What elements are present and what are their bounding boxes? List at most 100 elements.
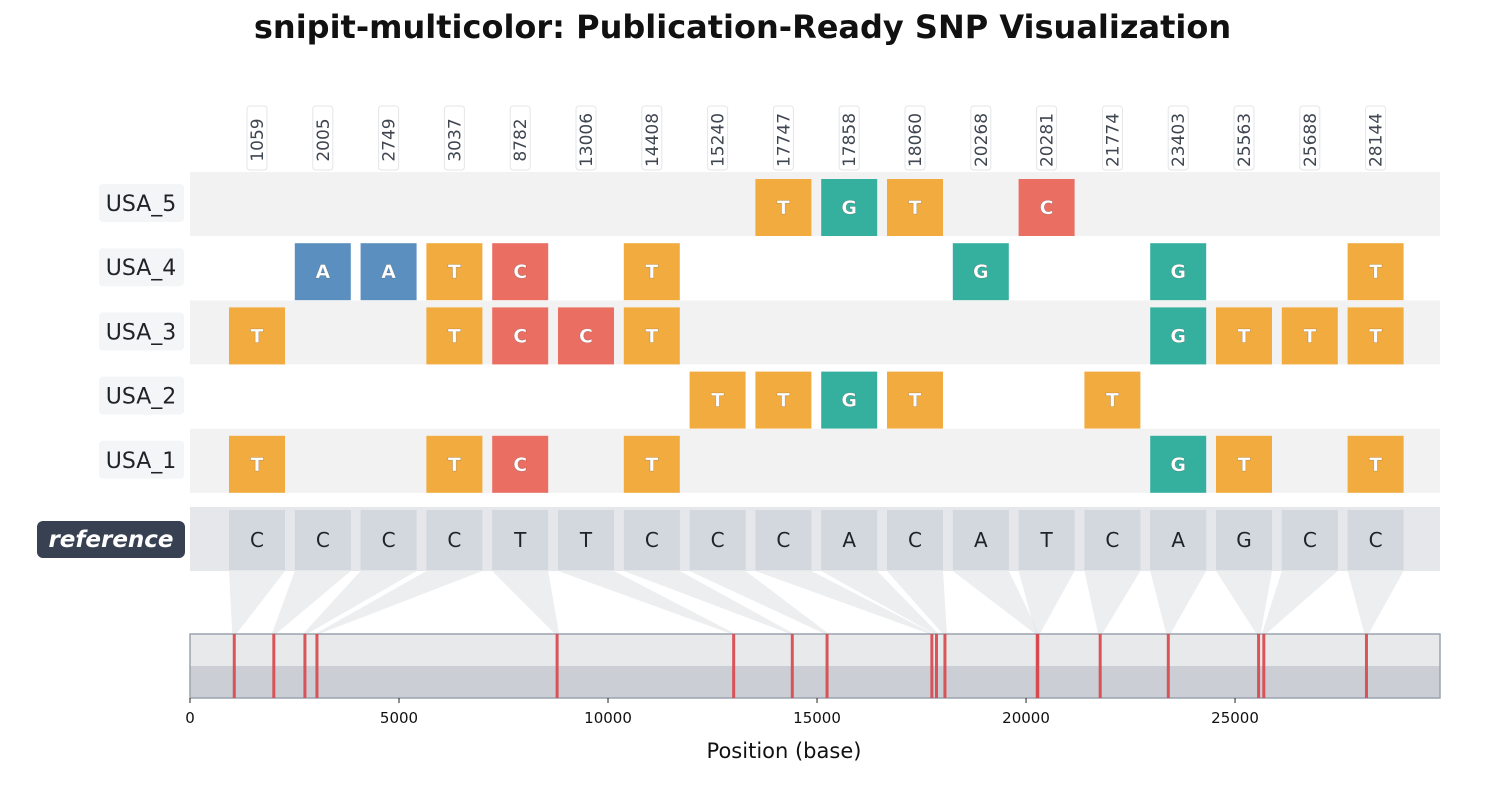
snp-base-label: T xyxy=(1369,325,1382,347)
snp-base-label: T xyxy=(251,454,264,476)
position-label: 8782 xyxy=(511,118,531,161)
position-connector xyxy=(689,571,830,634)
snp-base-label: T xyxy=(909,197,922,219)
reference-cell xyxy=(755,510,812,570)
snp-cell xyxy=(887,179,943,236)
snp-cell xyxy=(952,243,1009,301)
snp-cell xyxy=(1216,435,1272,493)
position-connector xyxy=(492,571,560,634)
reference-cell xyxy=(426,510,483,570)
sequence-label-box xyxy=(99,312,184,351)
position-label: 21774 xyxy=(1103,113,1123,167)
reference-cell xyxy=(229,510,285,570)
snp-base-label: T xyxy=(645,454,658,476)
position-connector xyxy=(821,571,939,634)
snp-base-label: G xyxy=(973,261,989,283)
sequence-label-box xyxy=(99,248,184,287)
snp-base-label: C xyxy=(513,325,527,347)
position-connector xyxy=(952,571,1040,634)
snp-base-label: A xyxy=(381,261,396,283)
reference-cell xyxy=(294,510,351,570)
snp-cell xyxy=(492,435,549,493)
snp-base-label: T xyxy=(711,390,724,412)
snp-cell xyxy=(492,243,549,301)
snp-cell xyxy=(755,371,812,429)
reference-cell xyxy=(887,510,943,570)
snp-cell xyxy=(426,307,483,365)
position-label-box xyxy=(1365,105,1387,171)
reference-cell xyxy=(821,510,878,570)
position-label: 15240 xyxy=(709,113,729,167)
reference-base-label: A xyxy=(842,528,856,552)
reference-base-label: C xyxy=(776,528,790,552)
snp-base-label: G xyxy=(1170,261,1186,283)
reference-base-label: T xyxy=(1039,528,1053,552)
genome-bar-bottom xyxy=(190,666,1440,698)
sequence-label-box xyxy=(99,376,184,415)
position-connector xyxy=(1216,571,1272,634)
reference-cell xyxy=(952,510,1009,570)
position-label: 25688 xyxy=(1301,113,1321,167)
position-label-box xyxy=(904,105,926,171)
position-label-box xyxy=(378,105,400,171)
position-connector xyxy=(271,571,351,634)
position-label: 20268 xyxy=(972,113,992,167)
position-label: 17747 xyxy=(774,113,794,167)
position-label-box xyxy=(312,105,334,171)
snp-base-label: T xyxy=(645,261,658,283)
x-tick-label: 0 xyxy=(185,709,195,727)
snp-cell xyxy=(689,371,746,429)
position-label: 23403 xyxy=(1169,113,1189,167)
snp-cell xyxy=(1150,243,1207,301)
sequence-label-box xyxy=(99,184,184,222)
reference-cell xyxy=(689,510,746,570)
genome-bar-frame xyxy=(189,633,1441,699)
snp-base-label: T xyxy=(448,325,461,347)
position-connector xyxy=(887,571,947,634)
snp-base-label: T xyxy=(251,325,264,347)
reference-cell xyxy=(1018,510,1075,570)
position-label: 2749 xyxy=(380,118,400,161)
x-tick-label: 5000 xyxy=(380,709,418,727)
snp-base-label: G xyxy=(841,390,857,412)
reference-base-label: A xyxy=(1171,528,1185,552)
snp-cell xyxy=(426,435,483,493)
sequence-label: USA_3 xyxy=(106,320,177,345)
reference-base-label: C xyxy=(382,528,396,552)
reference-base-label: C xyxy=(908,528,922,552)
snp-cell xyxy=(360,243,417,301)
snp-base-label: T xyxy=(1303,325,1316,347)
snp-cell xyxy=(623,435,680,493)
reference-label-box xyxy=(37,521,185,558)
reference-cell xyxy=(558,510,614,570)
reference-cell xyxy=(1347,510,1404,570)
sequence-label-box xyxy=(99,440,184,479)
snp-cell xyxy=(623,243,680,301)
snp-cell xyxy=(755,179,812,236)
reference-base-label: C xyxy=(1369,528,1383,552)
reference-cell xyxy=(492,510,549,570)
position-label-box xyxy=(1167,105,1189,171)
snp-cell xyxy=(426,243,483,301)
position-label: 18060 xyxy=(906,113,926,167)
reference-cell xyxy=(1281,510,1338,570)
genome-bar-top xyxy=(190,634,1440,666)
snp-cell xyxy=(492,307,549,365)
reference-base-label: C xyxy=(250,528,264,552)
sequence-row xyxy=(190,364,1440,429)
sequence-label: USA_2 xyxy=(106,385,177,410)
snp-base-label: T xyxy=(777,390,790,412)
reference-cell xyxy=(1084,510,1141,570)
snp-base-label: C xyxy=(1040,197,1054,219)
reference-base-label: T xyxy=(513,528,527,552)
snp-cell xyxy=(1216,307,1272,365)
x-tick-label: 20000 xyxy=(1002,709,1050,727)
sequence-row xyxy=(190,172,1440,236)
position-connector xyxy=(1347,571,1404,634)
snp-base-label: C xyxy=(513,261,527,283)
position-connector xyxy=(1150,571,1207,634)
reference-base-label: A xyxy=(974,528,988,552)
x-tick-label: 15000 xyxy=(793,709,841,727)
snp-base-label: C xyxy=(579,325,593,347)
position-label-box xyxy=(707,105,729,171)
